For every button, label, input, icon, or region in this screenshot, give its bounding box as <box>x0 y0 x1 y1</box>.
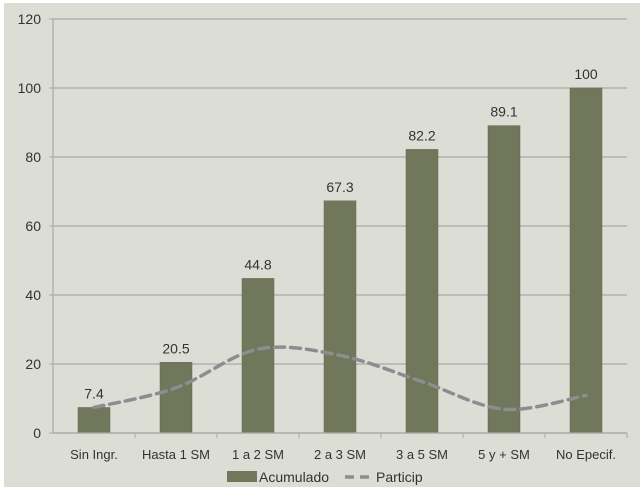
legend-swatch-acumulado <box>227 471 257 482</box>
line-series-particip <box>92 345 588 412</box>
data-label: 89.1 <box>490 104 517 120</box>
bar <box>323 200 357 434</box>
legend-label-acumulado: Acumulado <box>259 469 329 485</box>
y-tick-label: 40 <box>25 287 41 303</box>
y-tick-label: 0 <box>33 425 41 441</box>
data-label: 20.5 <box>162 340 189 356</box>
x-tick-label: No Epecif. <box>556 447 616 462</box>
bar <box>405 149 439 434</box>
legend: Acumulado Particip <box>227 469 423 485</box>
x-tick-label: Sin Ingr. <box>70 447 118 462</box>
x-tick-label: 2 a 3 SM <box>314 447 366 462</box>
bar <box>159 362 193 434</box>
bar-series-acumulado: 7.4 20.5 44.8 67.3 82.2 89.1 100 <box>77 66 603 434</box>
bar <box>569 87 603 434</box>
y-tick-label: 60 <box>25 218 41 234</box>
x-axis: Sin Ingr. Hasta 1 SM 1 a 2 SM 2 a 3 SM 3 a 5… <box>53 432 628 462</box>
bar <box>77 407 111 434</box>
y-tick-label: 80 <box>25 149 41 165</box>
bar <box>241 278 275 434</box>
data-label: 7.4 <box>84 385 104 401</box>
y-axis: 0 20 40 60 80 100 120 <box>18 11 54 441</box>
bar <box>487 125 521 434</box>
data-label: 44.8 <box>244 256 271 272</box>
x-tick-label: 5 y + SM <box>478 447 530 462</box>
y-tick-label: 20 <box>25 356 41 372</box>
x-tick-label: Hasta 1 SM <box>142 447 210 462</box>
data-label: 82.2 <box>408 127 435 143</box>
y-tick-label: 120 <box>18 11 42 27</box>
legend-label-particip: Particip <box>376 469 423 485</box>
data-label: 67.3 <box>326 179 353 195</box>
data-label: 100 <box>574 66 598 82</box>
particip-line <box>92 345 588 412</box>
chart-background <box>4 3 640 487</box>
y-tick-label: 100 <box>18 80 42 96</box>
x-tick-label: 1 a 2 SM <box>232 447 284 462</box>
x-tick-label: 3 a 5 SM <box>396 447 448 462</box>
